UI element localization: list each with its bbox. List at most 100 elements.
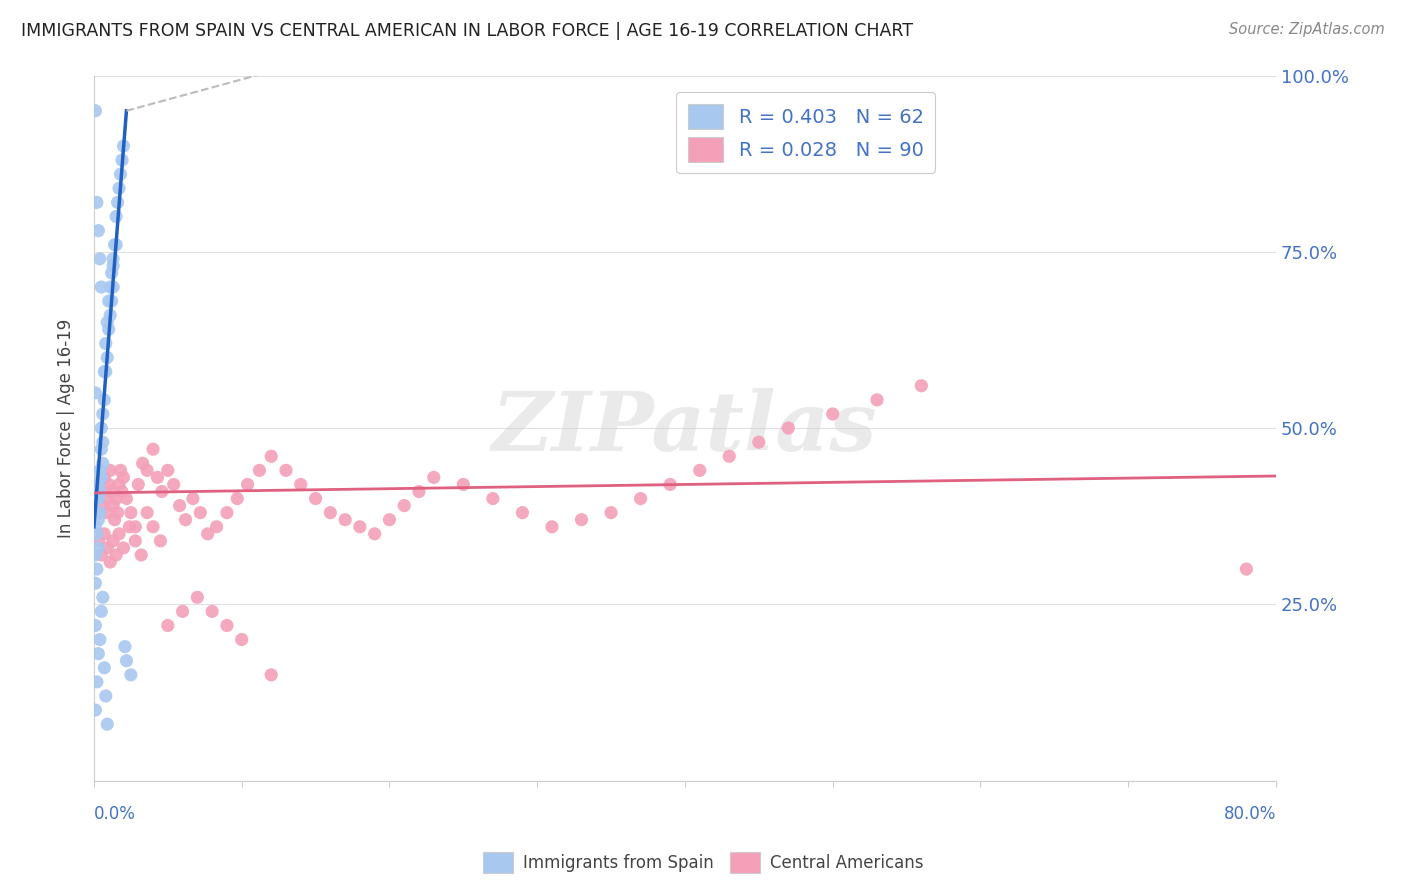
Point (98, 308, 121, 322)
Point (111, 153, 134, 168)
Text: ZIPatlas: ZIPatlas (492, 388, 877, 468)
Point (142, 520, 165, 534)
Point (215, 506, 238, 520)
Point (120, 668, 142, 682)
Point (778, 421, 800, 435)
Point (89, 506, 111, 520)
Point (84, 520, 107, 534)
Point (107, 195, 129, 210)
Point (100, 294, 122, 309)
Point (107, 506, 129, 520)
Point (93, 365, 115, 379)
Point (108, 181, 131, 195)
Point (274, 463, 297, 477)
Point (163, 477, 186, 491)
Point (156, 463, 179, 477)
Point (98, 463, 121, 477)
Point (91, 407, 114, 421)
Point (108, 477, 131, 491)
Point (96, 351, 118, 365)
Point (112, 139, 135, 153)
Point (111, 484, 134, 499)
Point (408, 484, 430, 499)
Point (146, 470, 169, 484)
Point (87, 647, 110, 661)
Point (174, 513, 197, 527)
Point (97, 294, 120, 309)
Point (112, 470, 135, 484)
Point (86, 526, 108, 541)
Point (205, 520, 228, 534)
Point (118, 520, 141, 534)
Point (910, 378, 932, 392)
Point (124, 520, 146, 534)
Point (90, 280, 112, 294)
Point (136, 463, 159, 477)
Point (86, 195, 108, 210)
Point (197, 526, 219, 541)
Point (90, 421, 112, 435)
Point (91, 591, 114, 605)
Point (349, 520, 371, 534)
Point (89, 463, 111, 477)
Point (748, 435, 770, 450)
Point (821, 407, 844, 421)
Point (87, 533, 110, 548)
Point (333, 513, 356, 527)
Point (87, 491, 110, 506)
Point (105, 210, 128, 224)
Point (423, 470, 446, 484)
Point (290, 477, 312, 491)
Point (127, 477, 149, 491)
Point (93, 470, 115, 484)
Point (84, 618, 107, 632)
Point (124, 533, 146, 548)
Point (186, 591, 208, 605)
Point (101, 533, 124, 548)
Point (201, 604, 224, 618)
Point (89, 632, 111, 647)
Point (90, 442, 112, 457)
Point (96, 717, 118, 731)
Point (169, 499, 191, 513)
Point (659, 477, 682, 491)
Point (96, 541, 118, 555)
Point (87, 477, 110, 491)
Point (91, 499, 114, 513)
Point (114, 640, 136, 654)
Legend: Immigrants from Spain, Central Americans: Immigrants from Spain, Central Americans (475, 846, 931, 880)
Y-axis label: In Labor Force | Age 16-19: In Labor Force | Age 16-19 (58, 318, 75, 538)
Point (94, 365, 117, 379)
Point (630, 491, 652, 506)
Point (112, 541, 135, 555)
Point (110, 167, 132, 181)
Point (100, 484, 122, 499)
Point (87, 513, 110, 527)
Point (87, 224, 110, 238)
Point (156, 618, 179, 632)
Point (98, 280, 121, 294)
Point (1234, 562, 1257, 576)
Point (94, 491, 117, 506)
Point (101, 499, 124, 513)
Point (84, 576, 107, 591)
Point (97, 477, 120, 491)
Point (512, 506, 534, 520)
Point (101, 259, 124, 273)
Point (136, 506, 159, 520)
Point (84, 385, 107, 400)
Text: 80.0%: 80.0% (1223, 805, 1277, 823)
Point (105, 237, 128, 252)
Text: 0.0%: 0.0% (94, 805, 136, 823)
Point (115, 654, 138, 668)
Point (172, 604, 194, 618)
Point (110, 463, 132, 477)
Point (541, 520, 564, 534)
Point (96, 506, 118, 520)
Text: Source: ZipAtlas.com: Source: ZipAtlas.com (1229, 22, 1385, 37)
Point (86, 506, 108, 520)
Point (188, 506, 211, 520)
Point (93, 661, 115, 675)
Point (482, 491, 505, 506)
Point (90, 470, 112, 484)
